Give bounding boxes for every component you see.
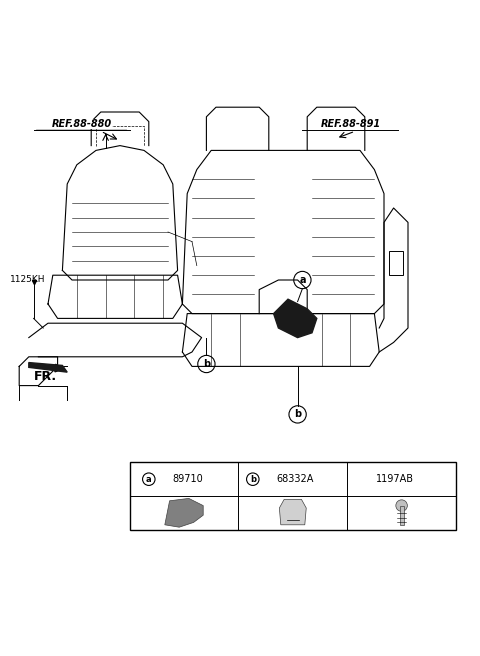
Text: FR.: FR. xyxy=(34,369,57,382)
Text: b: b xyxy=(203,359,210,369)
Polygon shape xyxy=(279,499,306,525)
Text: 68332A: 68332A xyxy=(277,474,314,484)
Polygon shape xyxy=(274,299,317,338)
Text: b: b xyxy=(294,409,301,419)
Text: 89710: 89710 xyxy=(173,474,204,484)
Text: 1197AB: 1197AB xyxy=(376,474,414,484)
Bar xyxy=(130,462,456,529)
Polygon shape xyxy=(165,499,203,527)
Text: a: a xyxy=(146,475,152,483)
Bar xyxy=(389,251,403,276)
Text: REF.88-880: REF.88-880 xyxy=(51,119,112,129)
Text: a: a xyxy=(299,275,306,285)
Text: 1125KH: 1125KH xyxy=(10,276,45,285)
Polygon shape xyxy=(29,363,67,372)
Text: REF.88-891: REF.88-891 xyxy=(320,119,381,129)
Circle shape xyxy=(396,500,408,512)
Bar xyxy=(400,506,404,525)
Text: b: b xyxy=(250,475,256,483)
